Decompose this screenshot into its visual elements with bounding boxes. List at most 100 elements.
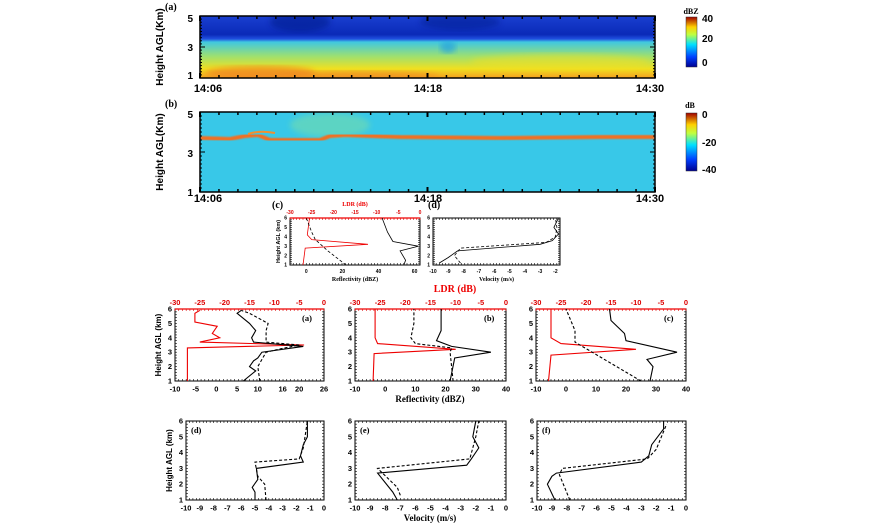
y-tick-label: 3 [179,464,183,473]
ldr-tick-label: -30 [286,210,293,216]
x-axis-label: Reflectivity (dBZ) [332,276,378,283]
x-tick-label: -9 [367,504,374,513]
x-tick-label: -1 [668,504,675,513]
y-tick-label: 4 [529,333,534,342]
ldr-tick-label: -5 [296,298,303,307]
series-velocity-dashed [558,423,668,501]
y-tick-label: 4 [530,448,535,457]
y-tick-label: 6 [348,305,352,314]
ldr-tick-label: -5 [658,298,665,307]
y-tick-label: 6 [284,216,287,222]
y-tick-label: 4 [168,333,173,342]
x-tick-label: 30 [472,385,480,394]
panel-label: (e) [360,425,370,435]
x-tick-label: -9 [196,504,203,513]
y-tick-label: 3 [427,244,430,250]
x-tick-label: -9 [549,504,556,513]
y-tick-label: 3 [168,348,172,357]
x-tick-label: -6 [412,504,419,513]
ldr-tick-label: -10 [631,298,642,307]
x-tick-label: -7 [397,504,404,513]
x-tick-label: 10 [592,385,600,394]
x-tick-label: -5 [252,504,259,513]
y-tick-label: 4 [284,234,287,240]
y-tick-label: 2 [348,362,352,371]
ldr-tick-label: -10 [373,210,380,216]
x-tick-label: 20 [441,385,449,394]
y-axis-label: Height AGL (km) [154,313,163,376]
panel-label: (b) [484,313,495,323]
y-tick-label: 2 [530,480,534,489]
ldr-tick-label: 0 [684,298,688,307]
y-tick-label: 3 [348,464,352,473]
x-tick-label: 0 [564,385,568,394]
x-tick-label: 40 [682,385,690,394]
colorbar-tick: -20 [702,138,717,149]
ldr-tick-label: -20 [400,298,411,307]
heatmap-reflectivity: (a) Height AGL(Km) 5 3 1 14:06 14:18 14:… [155,2,714,95]
plot-frame [354,308,507,382]
x-tick-label: -3 [457,504,464,513]
panel-label: (f) [542,425,551,435]
x-tick-label: 0 [305,269,308,275]
y-tick-label: 6 [529,305,533,314]
y-tick-label: 1 [348,377,352,386]
x-tick-label: -5 [427,504,434,513]
x-tick-label: 40 [502,385,510,394]
y-tick-label: 1 [187,188,193,199]
x-tick-label: 0 [383,385,387,394]
y-tick-label: 1 [187,71,193,82]
y-tick-label: 1 [348,496,352,505]
x-tick-label: -6 [593,504,600,513]
x-tick-label: 14:18 [414,193,442,205]
profile-panel-a: -10 -5 0 5 10 16 20 26 1 2 3 4 5 6-30 -25 -20 -15 -10 -5 0 (… [154,298,328,394]
x-tick-label: -1 [488,504,495,513]
y-tick-label: 1 [530,496,534,505]
plot-frame [354,420,507,501]
y-tick-label: 5 [348,319,352,328]
x-tick-label: -2 [472,504,479,513]
ldr-tick-label: -15 [425,298,436,307]
panel-label: (d) [428,200,440,211]
colorbar-unit: dBZ [683,7,698,16]
x-tick-label: -10 [531,385,542,394]
ldr-tick-label: -5 [477,298,484,307]
y-tick-label: 1 [179,496,183,505]
ldr-tick-label: -30 [350,298,361,307]
y-tick-label: 3 [284,244,287,250]
colorbar-tick: 0 [702,58,708,69]
y-axis-label: Height AGL(Km) [155,113,166,190]
x-tick-label: -8 [563,504,570,513]
x-tick-label: 0 [504,504,508,513]
series-ldr [372,309,456,382]
x-tick-label: -3 [638,504,645,513]
x-tick-label: 20 [340,269,346,275]
panel-label-a: (a) [165,2,177,13]
y-tick-label: 4 [427,234,430,240]
x-tick-label: -2 [553,269,558,275]
colorbar-tick: -40 [702,165,717,176]
x-tick-label: 14:06 [194,193,222,205]
x-tick-label: 60 [412,269,418,275]
x-tick-label: -3 [279,504,286,513]
x-tick-label: -6 [492,269,497,275]
x-tick-label: -5 [608,504,615,513]
ldr-tick-label: 0 [504,298,508,307]
y-tick-label: 4 [348,448,353,457]
y-tick-label: 5 [187,14,193,25]
ldr-tick-label: 0 [322,298,326,307]
y-axis-label: Height AGL (km) [165,429,174,492]
y-tick-label: 5 [530,432,534,441]
x-tick-label: -10 [181,504,192,513]
x-tick-label: -10 [532,504,543,513]
y-axis-label: Height AGL(Km) [155,8,166,85]
x-tick-label: -8 [210,504,217,513]
series-velocity-solid [546,421,665,501]
ldr-axis-label: LDR (dB) [342,201,368,208]
x-tick-label: -7 [578,504,585,513]
x-tick-label: -9 [446,269,451,275]
y-tick-label: 4 [348,333,353,342]
y-axis-label: Height AGL (km) [276,220,282,263]
y-tick-label: 5 [168,319,172,328]
